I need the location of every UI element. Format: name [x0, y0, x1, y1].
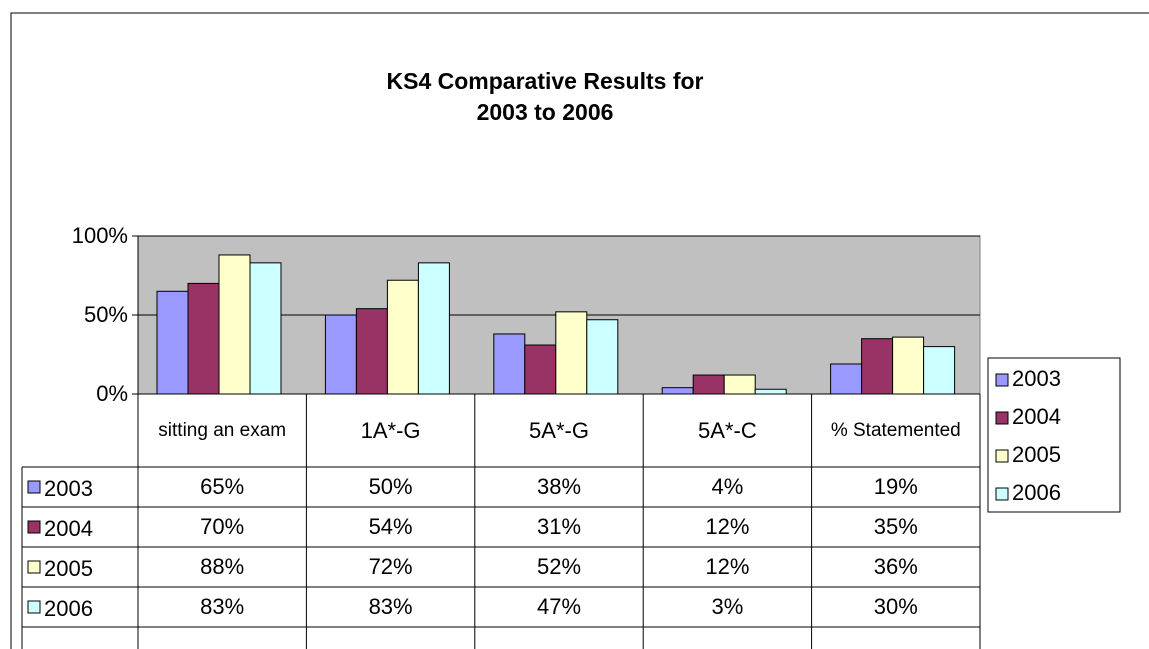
bar [586, 319, 619, 395]
table-value: 65% [200, 473, 245, 499]
table-swatch [27, 480, 41, 494]
bar [324, 314, 357, 395]
bar [723, 374, 756, 395]
table-series-name: 2005 [44, 555, 93, 581]
table-value: 12% [705, 513, 750, 539]
table-value: 83% [368, 593, 413, 619]
bar [493, 333, 526, 395]
bar [156, 290, 189, 395]
bar [355, 308, 388, 395]
bar [830, 363, 863, 395]
legend-swatch [995, 449, 1009, 463]
legend-label: 2004 [1012, 403, 1061, 429]
table-value: 19% [873, 473, 918, 499]
legend-label: 2005 [1012, 441, 1061, 467]
table-value: 36% [873, 553, 918, 579]
bar [661, 387, 694, 395]
x-tick-label: sitting an exam [158, 419, 287, 441]
bar [555, 311, 588, 395]
table-value: 31% [536, 513, 582, 539]
table-value: 54% [368, 513, 413, 539]
table-series-name: 2003 [44, 475, 93, 501]
bar [249, 262, 282, 395]
table-value: 47% [536, 593, 582, 619]
y-tick-label: 100% [71, 222, 128, 248]
bar [754, 388, 787, 395]
bar [524, 344, 557, 395]
table-series-name: 2006 [44, 595, 93, 621]
bar [218, 254, 251, 395]
table-value: 38% [536, 473, 582, 499]
table-value: 3% [711, 593, 744, 619]
table-value: 83% [200, 593, 245, 619]
legend-swatch [995, 411, 1009, 425]
table-value: 72% [368, 553, 413, 579]
bar [187, 282, 220, 395]
legend-label: 2003 [1012, 365, 1061, 391]
table-value: 70% [200, 513, 245, 539]
table-swatch [27, 520, 41, 534]
chart-title: KS4 Comparative Results for 2003 to 2006 [386, 68, 704, 126]
table-value: 52% [536, 553, 582, 579]
chart-border [10, 12, 1149, 649]
y-tick-label: 0% [96, 380, 128, 406]
table-value: 35% [873, 513, 918, 539]
bar [386, 279, 419, 395]
x-tick-label: 1A*-G [360, 417, 421, 443]
bar [861, 338, 894, 395]
legend-label: 2006 [1012, 479, 1061, 505]
table-series-name: 2004 [44, 515, 93, 541]
bar [417, 262, 450, 395]
bar [892, 336, 925, 395]
bar [692, 374, 725, 395]
table-swatch [27, 560, 41, 574]
legend-box [987, 357, 1121, 513]
x-tick-label: 5A*-C [698, 417, 757, 443]
legend-swatch [995, 487, 1009, 501]
table-swatch [27, 600, 41, 614]
x-tick-label: 5A*-G [529, 417, 589, 443]
table-value: 88% [200, 553, 245, 579]
legend-swatch [995, 373, 1009, 387]
table-value: 30% [873, 593, 918, 619]
y-tick-label: 50% [83, 301, 128, 327]
table-value: 50% [368, 473, 413, 499]
table-value: 12% [705, 553, 750, 579]
bar [923, 346, 956, 395]
table-value: 4% [711, 473, 744, 499]
x-tick-label: % Statemented [830, 419, 961, 441]
